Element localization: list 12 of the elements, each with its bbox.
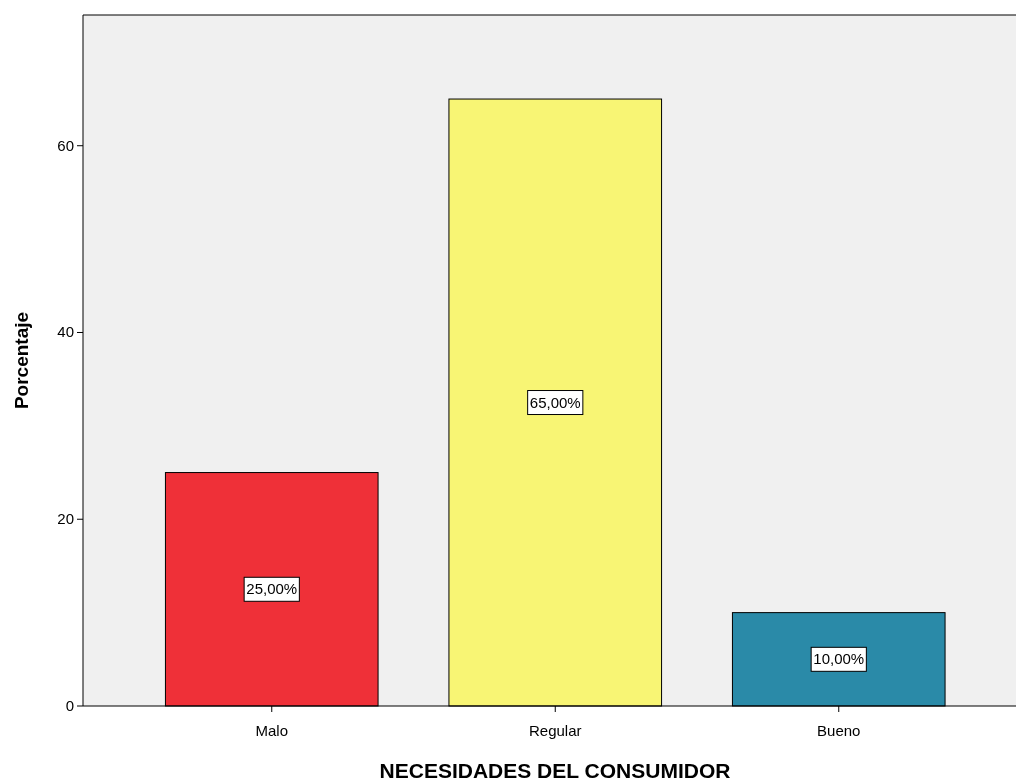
y-tick-label: 60: [57, 136, 74, 154]
x-tick-label: Bueno: [817, 722, 861, 739]
x-tick-label: Malo: [255, 722, 289, 739]
y-tick-label: 20: [57, 510, 74, 528]
data-label: 10,00%: [813, 650, 865, 668]
x-axis-title: NECESIDADES DEL CONSUMIDOR: [379, 759, 731, 780]
data-label: 65,00%: [529, 393, 581, 411]
y-tick-label: 40: [57, 323, 74, 341]
data-label: 25,00%: [246, 580, 298, 598]
y-axis-title: Porcentaje: [11, 311, 32, 410]
y-tick-label: 0: [65, 697, 74, 714]
x-tick-label: Regular: [528, 722, 582, 739]
